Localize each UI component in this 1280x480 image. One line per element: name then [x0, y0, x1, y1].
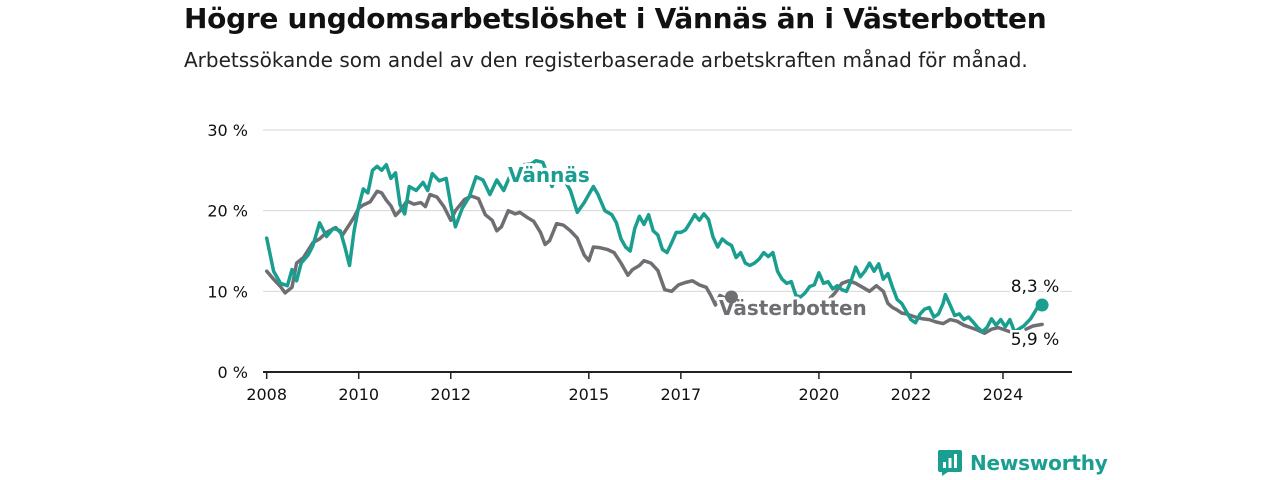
- x-tick-label: 2017: [660, 385, 701, 404]
- series-labels: Vännäs Västerbotten: [505, 160, 870, 323]
- chart-title: Högre ungdomsarbetslöshet i Vännäs än i …: [184, 2, 1047, 35]
- end-marker-vannas: [1035, 298, 1049, 312]
- y-axis-tick-labels: 0 % 10 % 20 % 30 %: [207, 121, 248, 382]
- end-markers: 8,3 % 5,9 %: [724, 275, 1062, 353]
- brand-name: Newsworthy: [970, 451, 1108, 475]
- x-tick-label: 2020: [799, 385, 840, 404]
- y-tick-label: 0 %: [218, 363, 248, 382]
- newsworthy-logo: Newsworthy: [938, 450, 1108, 476]
- series-line-vasterbotten: [1024, 322, 1044, 331]
- chart-subtitle: Arbetssökande som andel av den registerb…: [184, 48, 1028, 72]
- series-line-vannas: [264, 158, 1044, 334]
- end-marker-vasterbotten: [724, 290, 738, 304]
- series-line-vasterbotten: [828, 279, 1021, 336]
- end-value-vasterbotten: 5,9 %: [1011, 330, 1060, 350]
- x-tick-label: 2010: [338, 385, 379, 404]
- series-label-vasterbotten: Västerbotten: [719, 296, 867, 320]
- gridlines: [263, 129, 1072, 373]
- series-lines: [264, 158, 1044, 336]
- newsworthy-logo-icon: [938, 450, 962, 476]
- x-tick-label: 2008: [246, 385, 287, 404]
- x-tick-label: 2024: [983, 385, 1024, 404]
- end-value-vannas: 8,3 %: [1011, 277, 1060, 297]
- y-tick-label: 30 %: [207, 121, 248, 140]
- y-tick-label: 20 %: [207, 202, 248, 221]
- x-tick-label: 2012: [430, 385, 471, 404]
- x-tick-label: 2022: [891, 385, 932, 404]
- y-tick-label: 10 %: [207, 282, 248, 301]
- series-line-vasterbotten: [264, 189, 734, 307]
- x-tick-label: 2015: [568, 385, 609, 404]
- series-label-vannas: Vännäs: [508, 163, 590, 187]
- x-axis-ticks: 2008 2010 2012 2015 2017 2020 2022 2024: [246, 372, 1023, 404]
